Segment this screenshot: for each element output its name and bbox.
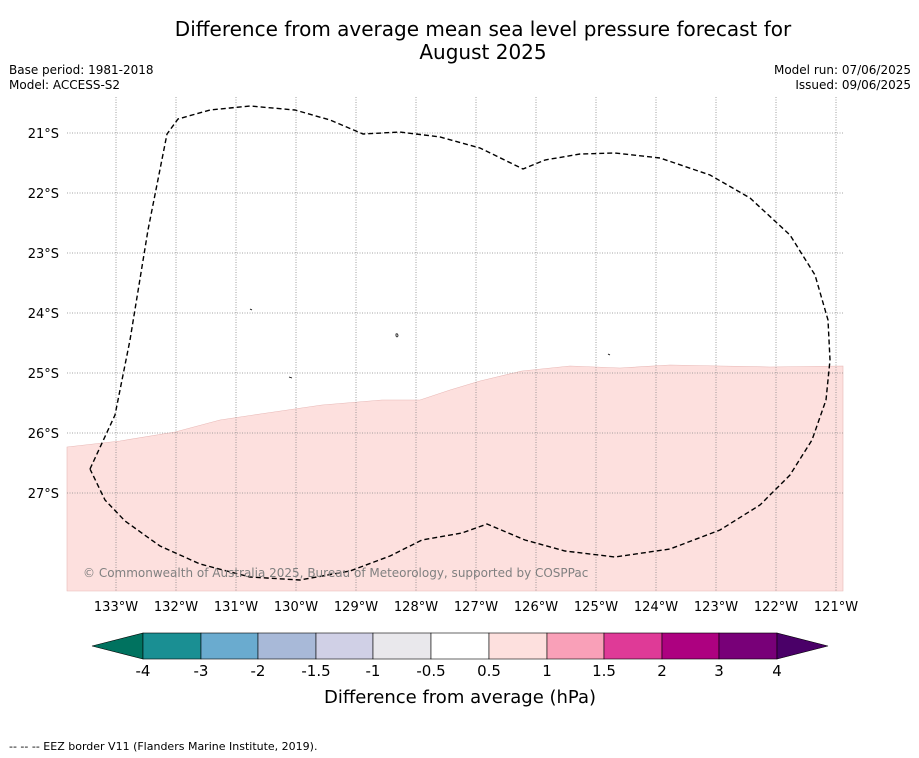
metadata-left: Base period: 1981-2018 Model: ACCESS-S2 xyxy=(9,63,154,93)
colorbar-bin xyxy=(142,632,202,660)
lat-label: 24°S xyxy=(28,307,59,322)
colorbar-bin xyxy=(488,632,548,660)
lat-label: 21°S xyxy=(28,127,59,142)
lon-label: 127°W xyxy=(454,600,498,615)
longitude-labels: 133°W 132°W 131°W 130°W 129°W 128°W 127°… xyxy=(94,600,858,615)
lon-label: 133°W xyxy=(94,600,138,615)
colorbar-tick: 2 xyxy=(657,662,667,680)
colorbar: -4 -3 -2 -1.5 -1 -0.5 0.5 1 1.5 2 3 4 Di… xyxy=(91,632,829,708)
colorbar-bin xyxy=(718,632,778,660)
map-copyright: © Commonwealth of Australia 2025, Bureau… xyxy=(83,566,588,580)
lon-label: 129°W xyxy=(334,600,378,615)
lon-label: 132°W xyxy=(154,600,198,615)
lat-label: 27°S xyxy=(28,487,59,502)
colorbar-tick: 3 xyxy=(714,662,724,680)
colorbar-ticks: -4 -3 -2 -1.5 -1 -0.5 0.5 1 1.5 2 3 4 xyxy=(136,662,782,680)
map-title: Difference from average mean sea level p… xyxy=(0,18,919,64)
colorbar-bin xyxy=(200,632,259,660)
lat-label: 22°S xyxy=(28,187,59,202)
colorbar-bin xyxy=(315,632,374,660)
island-markers xyxy=(249,308,611,379)
lat-label: 25°S xyxy=(28,367,59,382)
model-run-text: Model run: 07/06/2025 xyxy=(773,63,911,77)
model-text: Model: ACCESS-S2 xyxy=(9,78,121,92)
title-line-2: August 2025 xyxy=(419,40,547,64)
colorbar-tick: -2 xyxy=(251,662,266,680)
eez-border xyxy=(89,105,831,581)
colorbar-under-arrow xyxy=(91,632,144,660)
base-period-text: Base period: 1981-2018 xyxy=(9,63,154,77)
colorbar-over-arrow xyxy=(776,632,829,660)
lat-label: 23°S xyxy=(28,247,59,262)
colorbar-bin xyxy=(661,632,720,660)
lon-label: 131°W xyxy=(214,600,258,615)
latitude-labels: 21°S 22°S 23°S 24°S 25°S 26°S 27°S xyxy=(28,127,59,502)
colorbar-bin xyxy=(430,632,490,660)
issued-text: Issued: 09/06/2025 xyxy=(795,78,911,92)
colorbar-label: Difference from average (hPa) xyxy=(324,687,596,708)
colorbar-tick: -4 xyxy=(136,662,151,680)
lon-label: 126°W xyxy=(514,600,558,615)
latitude-gridlines xyxy=(67,132,843,494)
metadata-right: Model run: 07/06/2025 Issued: 09/06/2025 xyxy=(774,63,911,93)
colorbar-tick: -3 xyxy=(194,662,209,680)
colorbar-tick: 1 xyxy=(542,662,552,680)
title-line-1: Difference from average mean sea level p… xyxy=(174,17,792,41)
colorbar-bin xyxy=(546,632,605,660)
colorbar-bin xyxy=(257,632,317,660)
lon-label: 130°W xyxy=(274,600,318,615)
lon-label: 125°W xyxy=(574,600,618,615)
colorbar-bins xyxy=(142,632,778,660)
colorbar-tick: 4 xyxy=(772,662,782,680)
colorbar-tick: -1 xyxy=(366,662,381,680)
colorbar-tick: -1.5 xyxy=(301,662,330,680)
map-panel: © Commonwealth of Australia 2025, Bureau… xyxy=(66,97,844,592)
colorbar-tick: 0.5 xyxy=(477,662,501,680)
colorbar-bin xyxy=(372,632,432,660)
colorbar-tick: -0.5 xyxy=(416,662,445,680)
lon-label: 121°W xyxy=(814,600,858,615)
lon-label: 122°W xyxy=(754,600,798,615)
colorbar-tick: 1.5 xyxy=(592,662,616,680)
lon-label: 123°W xyxy=(694,600,738,615)
positive-anomaly-region xyxy=(66,364,844,592)
eez-footnote: -- -- -- EEZ border V11 (Flanders Marine… xyxy=(9,740,318,753)
colorbar-bin xyxy=(603,632,663,660)
lon-label: 124°W xyxy=(634,600,678,615)
lon-label: 128°W xyxy=(394,600,438,615)
lat-label: 26°S xyxy=(28,427,59,442)
